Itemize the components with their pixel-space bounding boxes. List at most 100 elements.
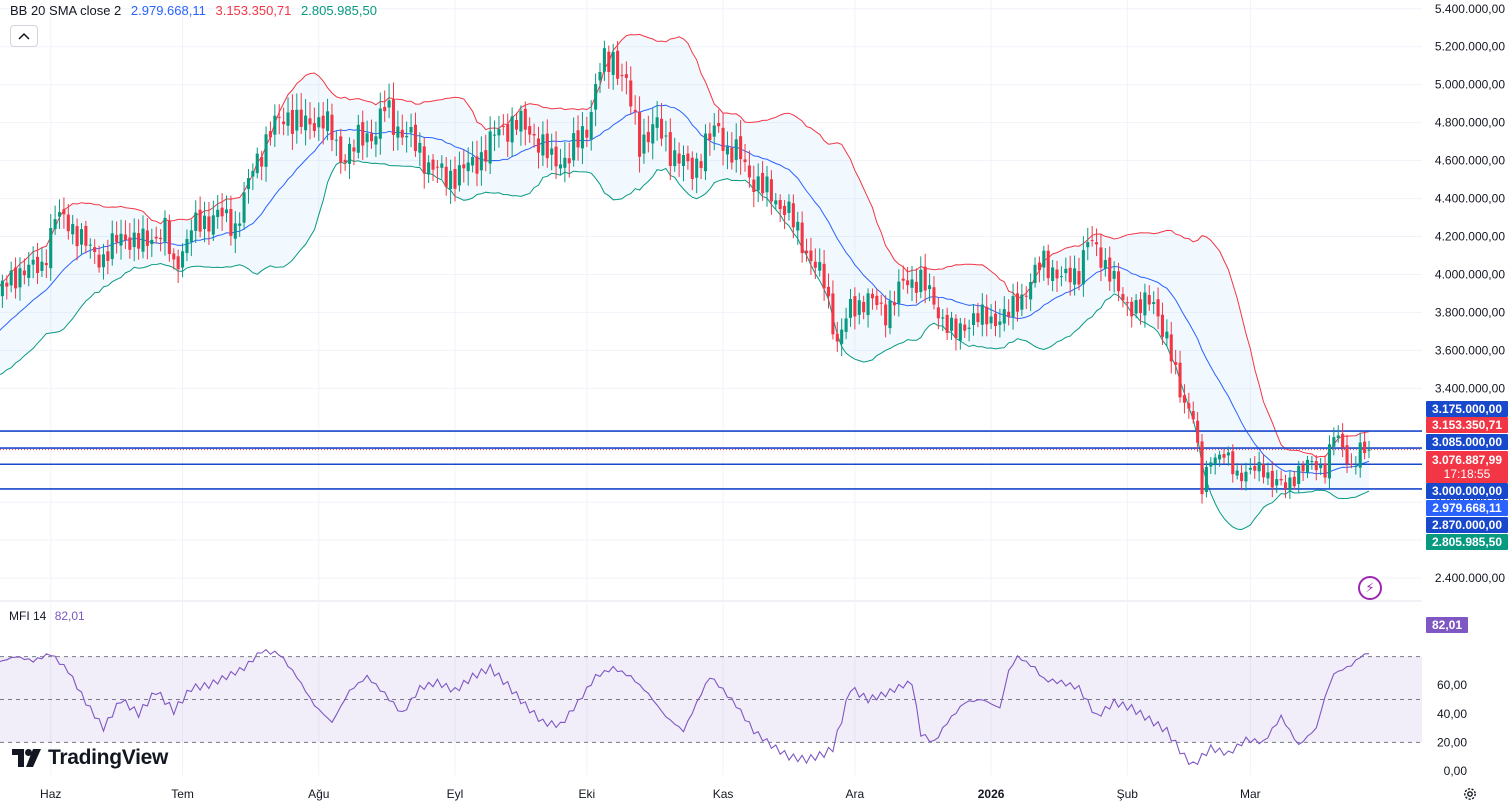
candle (36, 242, 40, 285)
candle-body (295, 109, 299, 131)
candle-body (923, 266, 927, 291)
candle-body (36, 256, 40, 273)
candle-body (910, 279, 914, 288)
candle (708, 122, 712, 156)
candle-body (185, 238, 189, 254)
candle-body (115, 234, 119, 243)
candle-body (49, 227, 53, 269)
candle-body (1341, 433, 1345, 448)
level-tag-text: 2.870.000,00 (1432, 518, 1502, 532)
candle (1288, 470, 1292, 499)
mfi-value-tag-bg (1426, 617, 1468, 633)
candle-body (892, 302, 896, 306)
candle-body (189, 230, 193, 243)
candle-body (1178, 362, 1182, 398)
candle (378, 92, 382, 155)
candle (97, 245, 101, 273)
candle (159, 229, 163, 252)
settings-button[interactable] (1461, 785, 1479, 803)
candle (93, 239, 97, 265)
candle-body (629, 80, 633, 107)
candle (1046, 244, 1050, 286)
candle-body (1169, 334, 1173, 362)
candle-body (57, 212, 62, 217)
candle-body (1354, 466, 1358, 468)
candle (624, 61, 628, 95)
candle (1059, 266, 1063, 287)
candle-body (449, 170, 453, 189)
candle (576, 115, 580, 161)
candle-body (1363, 441, 1367, 454)
candle-body (93, 247, 97, 252)
candle (1055, 260, 1059, 292)
candle-body (624, 74, 628, 78)
candle (936, 297, 940, 330)
candle-body (642, 134, 646, 154)
candle-body (840, 329, 844, 344)
candle-body (743, 159, 747, 163)
price-tick-label: 4.600.000,00 (1435, 154, 1505, 168)
price-tick-label: 4.200.000,00 (1435, 230, 1505, 244)
candle-body (1068, 267, 1072, 283)
candle (791, 194, 795, 239)
candle (928, 273, 932, 302)
candle (703, 124, 708, 181)
candle-body (1046, 250, 1050, 279)
candle (317, 102, 321, 141)
candle-body (22, 270, 26, 276)
bollinger-bands (0, 33, 1370, 531)
candle (181, 243, 185, 278)
candle-body (1042, 250, 1046, 268)
candle (853, 287, 857, 330)
collapse-legend-button[interactable] (10, 25, 38, 47)
candle (1200, 433, 1204, 504)
candle-body (1081, 250, 1085, 285)
candle (585, 116, 589, 148)
candle-body (1336, 435, 1340, 439)
price-tick-label: 4.400.000,00 (1435, 192, 1505, 206)
candle-body (172, 253, 176, 260)
indicator-legend[interactable]: BB 20 SMA close 2 2.979.668,11 3.153.350… (10, 3, 383, 18)
candle (756, 163, 760, 203)
candle (1125, 296, 1129, 317)
candle-body (277, 116, 281, 118)
candle (255, 147, 259, 179)
mfi-legend[interactable]: MFI 14 82,01 (9, 609, 85, 623)
level-tag: 3.000.000,00 (1426, 483, 1508, 499)
candle-body (967, 327, 971, 329)
candle (835, 321, 839, 352)
candle (479, 136, 483, 186)
level-tag-bg (1426, 401, 1508, 417)
candle (611, 43, 615, 90)
candle (413, 112, 417, 157)
candle (848, 289, 853, 327)
candle (374, 121, 378, 158)
candle-body (638, 111, 642, 157)
mfi-name: MFI 14 (9, 609, 47, 623)
candle-body (383, 106, 387, 112)
candle (721, 113, 725, 166)
candle (1213, 453, 1217, 475)
candle (326, 98, 330, 141)
candle (673, 137, 677, 172)
tradingview-logo[interactable]: TradingView (12, 746, 168, 770)
candle-body (444, 166, 448, 187)
candle (334, 130, 338, 157)
time-tick-label: Şub (1117, 787, 1139, 801)
candle (998, 308, 1002, 338)
candle-body (805, 250, 809, 254)
candle (167, 214, 171, 262)
alert-bolt-button[interactable]: ⚡ (1358, 576, 1382, 600)
candle-body (765, 176, 769, 193)
candle (638, 96, 642, 173)
candle (1204, 460, 1208, 498)
candle-body (317, 117, 321, 128)
candle (431, 154, 435, 181)
candle-body (299, 109, 303, 127)
candle (27, 251, 31, 287)
candle (251, 163, 255, 191)
candle-body (558, 164, 562, 169)
candle (831, 280, 835, 340)
